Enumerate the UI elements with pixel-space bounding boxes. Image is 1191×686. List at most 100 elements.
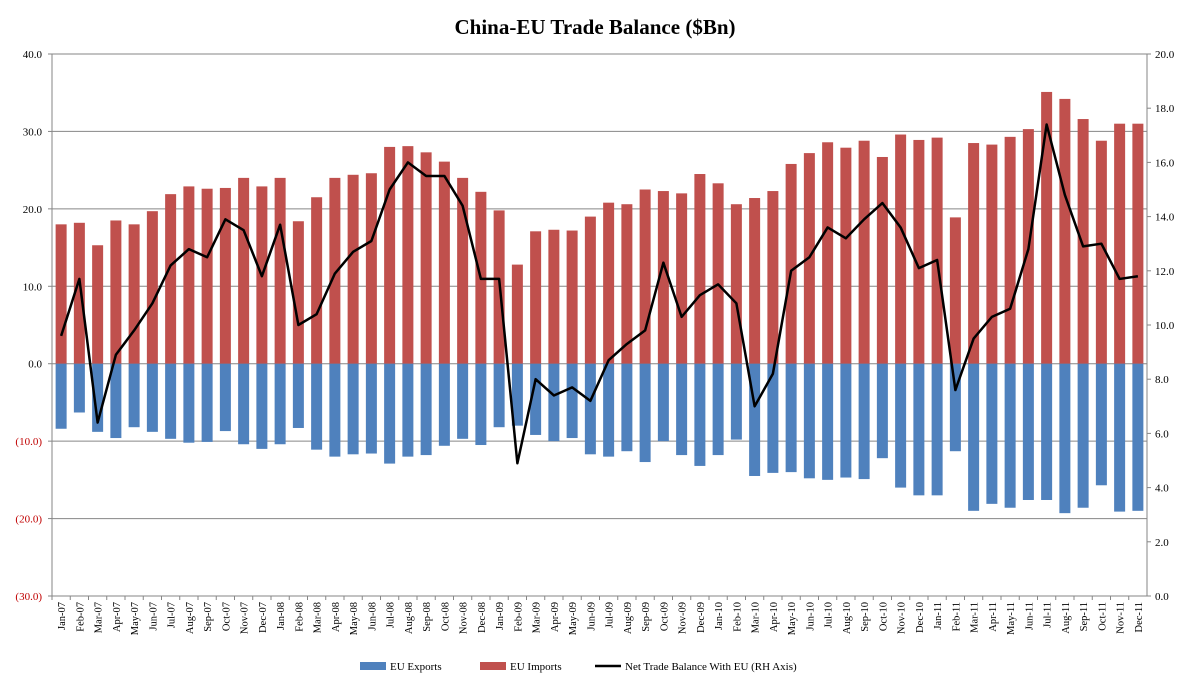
eu-exports-bar	[895, 363, 907, 488]
eu-imports-bar	[621, 204, 633, 364]
x-tick-label: Aug-09	[623, 602, 634, 634]
eu-imports-bar	[840, 147, 852, 364]
eu-imports-bar	[402, 146, 414, 364]
eu-exports-bar	[712, 363, 724, 456]
right-tick-label: 12.0	[1155, 266, 1175, 278]
eu-imports-bar	[183, 186, 195, 364]
eu-exports-bar	[55, 363, 67, 429]
eu-imports-bar	[329, 177, 341, 364]
eu-exports-bar	[1022, 363, 1034, 500]
eu-imports-bar	[712, 183, 724, 364]
eu-imports-bar	[603, 202, 615, 364]
right-tick-label: 18.0	[1155, 103, 1175, 115]
x-tick-label: Feb-07	[75, 602, 86, 632]
eu-imports-bar	[201, 188, 213, 364]
eu-imports-bar	[55, 224, 67, 364]
legend: EU Exports EU Imports Net Trade Balance Wi…	[360, 661, 797, 673]
x-tick-label: Sep-07	[203, 602, 214, 632]
eu-exports-bar	[730, 363, 742, 440]
left-tick-label: (30.0)	[15, 591, 42, 603]
legend-swatch	[480, 662, 506, 670]
eu-imports-bar	[1059, 98, 1071, 364]
eu-exports-bar	[803, 363, 815, 479]
eu-exports-bar	[876, 363, 888, 459]
x-tick-label: Dec-11	[1134, 602, 1145, 633]
eu-exports-bar	[858, 363, 870, 480]
eu-imports-bar	[165, 194, 177, 364]
eu-exports-bar	[238, 363, 250, 445]
x-tick-label: May-08	[349, 602, 360, 635]
legend-swatch	[360, 662, 386, 670]
eu-imports-bar	[858, 140, 870, 364]
x-tick-label: Jun-07	[148, 602, 159, 631]
eu-exports-bar	[311, 363, 323, 450]
axes: 40.0 30.0 20.0 10.0 0.0 (10.0) (20.0) (30.0) 20.…	[15, 49, 1174, 635]
eu-exports-bar	[566, 363, 578, 439]
legend-label: EU Imports	[510, 661, 562, 673]
eu-imports-bar	[530, 231, 542, 364]
bars	[55, 91, 1144, 514]
eu-exports-bar	[676, 363, 688, 456]
x-tick-label: Apr-09	[550, 602, 561, 632]
eu-imports-bar	[274, 177, 286, 364]
eu-exports-bar	[219, 363, 231, 432]
eu-imports-bar	[584, 216, 596, 364]
eu-imports-bar	[311, 197, 323, 364]
x-tick-label: Dec-07	[258, 602, 269, 633]
eu-imports-bar	[347, 174, 359, 364]
x-tick-label: Apr-07	[112, 602, 123, 632]
eu-imports-bar	[639, 189, 651, 364]
eu-exports-bar	[694, 363, 706, 466]
x-tick-label: Feb-09	[513, 602, 524, 632]
eu-exports-bar	[840, 363, 852, 478]
eu-exports-bar	[384, 363, 396, 464]
x-tick-label: Mar-09	[532, 602, 543, 633]
eu-exports-bar	[274, 363, 286, 445]
x-tick-label: May-11	[1006, 602, 1017, 635]
eu-exports-bar	[201, 363, 213, 442]
x-tick-label: Jan-07	[57, 602, 68, 630]
eu-imports-bar	[292, 221, 304, 364]
eu-imports-bar	[785, 163, 797, 364]
eu-imports-bar	[457, 177, 469, 364]
net-trade-balance-line	[59, 123, 1139, 465]
x-tick-label: Oct-07	[221, 602, 232, 631]
eu-exports-bar	[402, 363, 414, 457]
right-tick-label: 6.0	[1155, 428, 1169, 440]
x-tick-label: Jul-07	[167, 602, 178, 628]
x-tick-label: May-10	[787, 602, 798, 635]
eu-imports-bar	[931, 137, 943, 364]
eu-imports-bar	[968, 143, 980, 364]
eu-exports-bar	[347, 363, 359, 455]
x-tick-label: Jan-11	[933, 602, 944, 630]
x-tick-label: Mar-10	[751, 602, 762, 633]
x-tick-label: Jul-09	[605, 602, 616, 628]
chart-title: China-EU Trade Balance ($Bn)	[455, 15, 736, 39]
x-tick-label: Mar-07	[94, 602, 105, 633]
eu-exports-bar	[110, 363, 122, 439]
eu-exports-bar	[968, 363, 980, 511]
left-tick-label: 20.0	[23, 204, 43, 216]
x-tick-label: Dec-09	[696, 602, 707, 633]
eu-imports-bar	[110, 220, 122, 364]
eu-imports-bar	[566, 230, 578, 364]
x-tick-label: Dec-10	[915, 602, 926, 633]
eu-exports-bar	[986, 363, 998, 504]
x-tick-label: Nov-10	[897, 602, 908, 634]
eu-exports-bar	[146, 363, 158, 432]
x-tick-label: Apr-10	[769, 602, 780, 632]
net-balance-line-layer	[59, 123, 1139, 465]
x-tick-label: Oct-10	[878, 602, 889, 631]
x-tick-label: Nov-07	[240, 602, 251, 634]
legend-label: Net Trade Balance With EU (RH Axis)	[625, 661, 797, 673]
eu-exports-bar	[749, 363, 761, 476]
eu-imports-bar	[1095, 140, 1107, 364]
eu-imports-bar	[676, 193, 688, 364]
eu-exports-bar	[1077, 363, 1089, 508]
eu-imports-bar	[822, 142, 834, 364]
x-tick-label: Jun-10	[805, 602, 816, 631]
eu-exports-bar	[92, 363, 104, 432]
eu-exports-bar	[1114, 363, 1126, 512]
x-tick-label: Jul-11	[1043, 602, 1054, 628]
eu-imports-bar	[384, 146, 396, 364]
